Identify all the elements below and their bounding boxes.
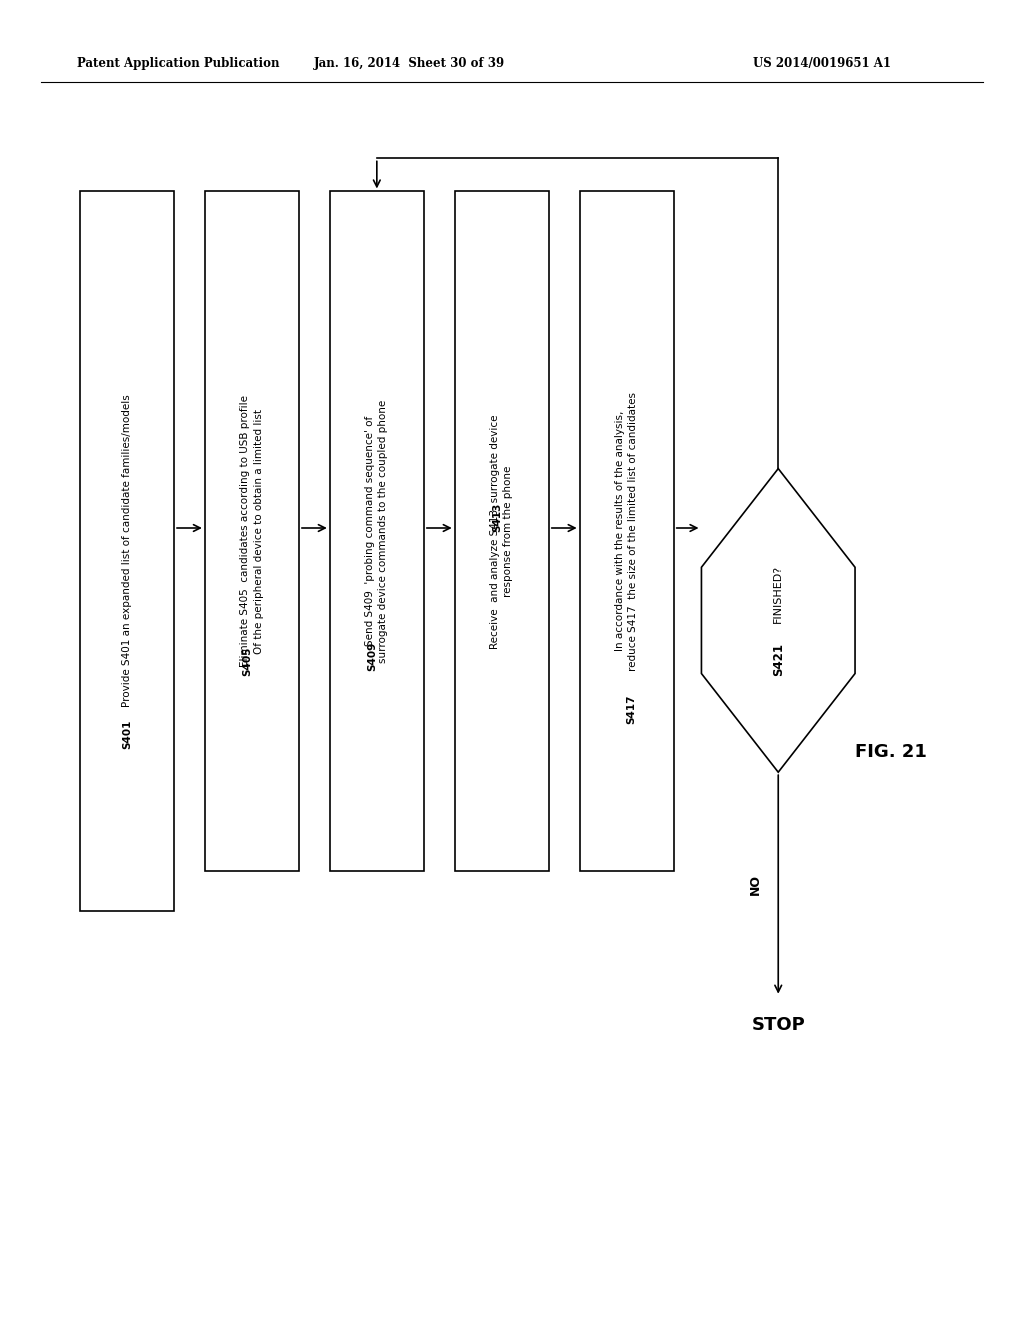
Polygon shape — [701, 469, 855, 772]
Text: FINISHED?: FINISHED? — [773, 565, 783, 623]
Bar — [455, 191, 549, 871]
Text: Patent Application Publication: Patent Application Publication — [77, 57, 280, 70]
Text: Eliminate S405  candidates according to USB profile
Of the peripheral device to : Eliminate S405 candidates according to U… — [241, 395, 263, 668]
Bar — [330, 191, 424, 871]
Text: S421: S421 — [772, 644, 784, 676]
Text: NO: NO — [750, 874, 762, 895]
Bar — [205, 191, 299, 871]
Text: US 2014/0019651 A1: US 2014/0019651 A1 — [753, 57, 891, 70]
Text: S417: S417 — [626, 694, 636, 725]
Text: Send S409  'probing command sequence' of
surrogate device commands to the couple: Send S409 'probing command sequence' of … — [366, 400, 388, 663]
Bar — [80, 191, 174, 911]
Text: Jan. 16, 2014  Sheet 30 of 39: Jan. 16, 2014 Sheet 30 of 39 — [314, 57, 505, 70]
Text: FIG. 21: FIG. 21 — [855, 743, 927, 762]
Text: In accordance with the results of the analysis,
reduce S417  the size of the lim: In accordance with the results of the an… — [615, 392, 638, 671]
Text: S401: S401 — [122, 719, 132, 748]
Bar — [580, 191, 674, 871]
Text: S413: S413 — [493, 502, 503, 532]
Text: Provide S401 an expanded list of candidate families/models: Provide S401 an expanded list of candida… — [122, 395, 132, 708]
Text: S409: S409 — [368, 642, 378, 671]
Text: Receive  and analyze S413  surrogate device
response from the phone: Receive and analyze S413 surrogate devic… — [490, 414, 513, 648]
Text: S405: S405 — [243, 647, 253, 676]
Text: STOP: STOP — [752, 1016, 805, 1035]
